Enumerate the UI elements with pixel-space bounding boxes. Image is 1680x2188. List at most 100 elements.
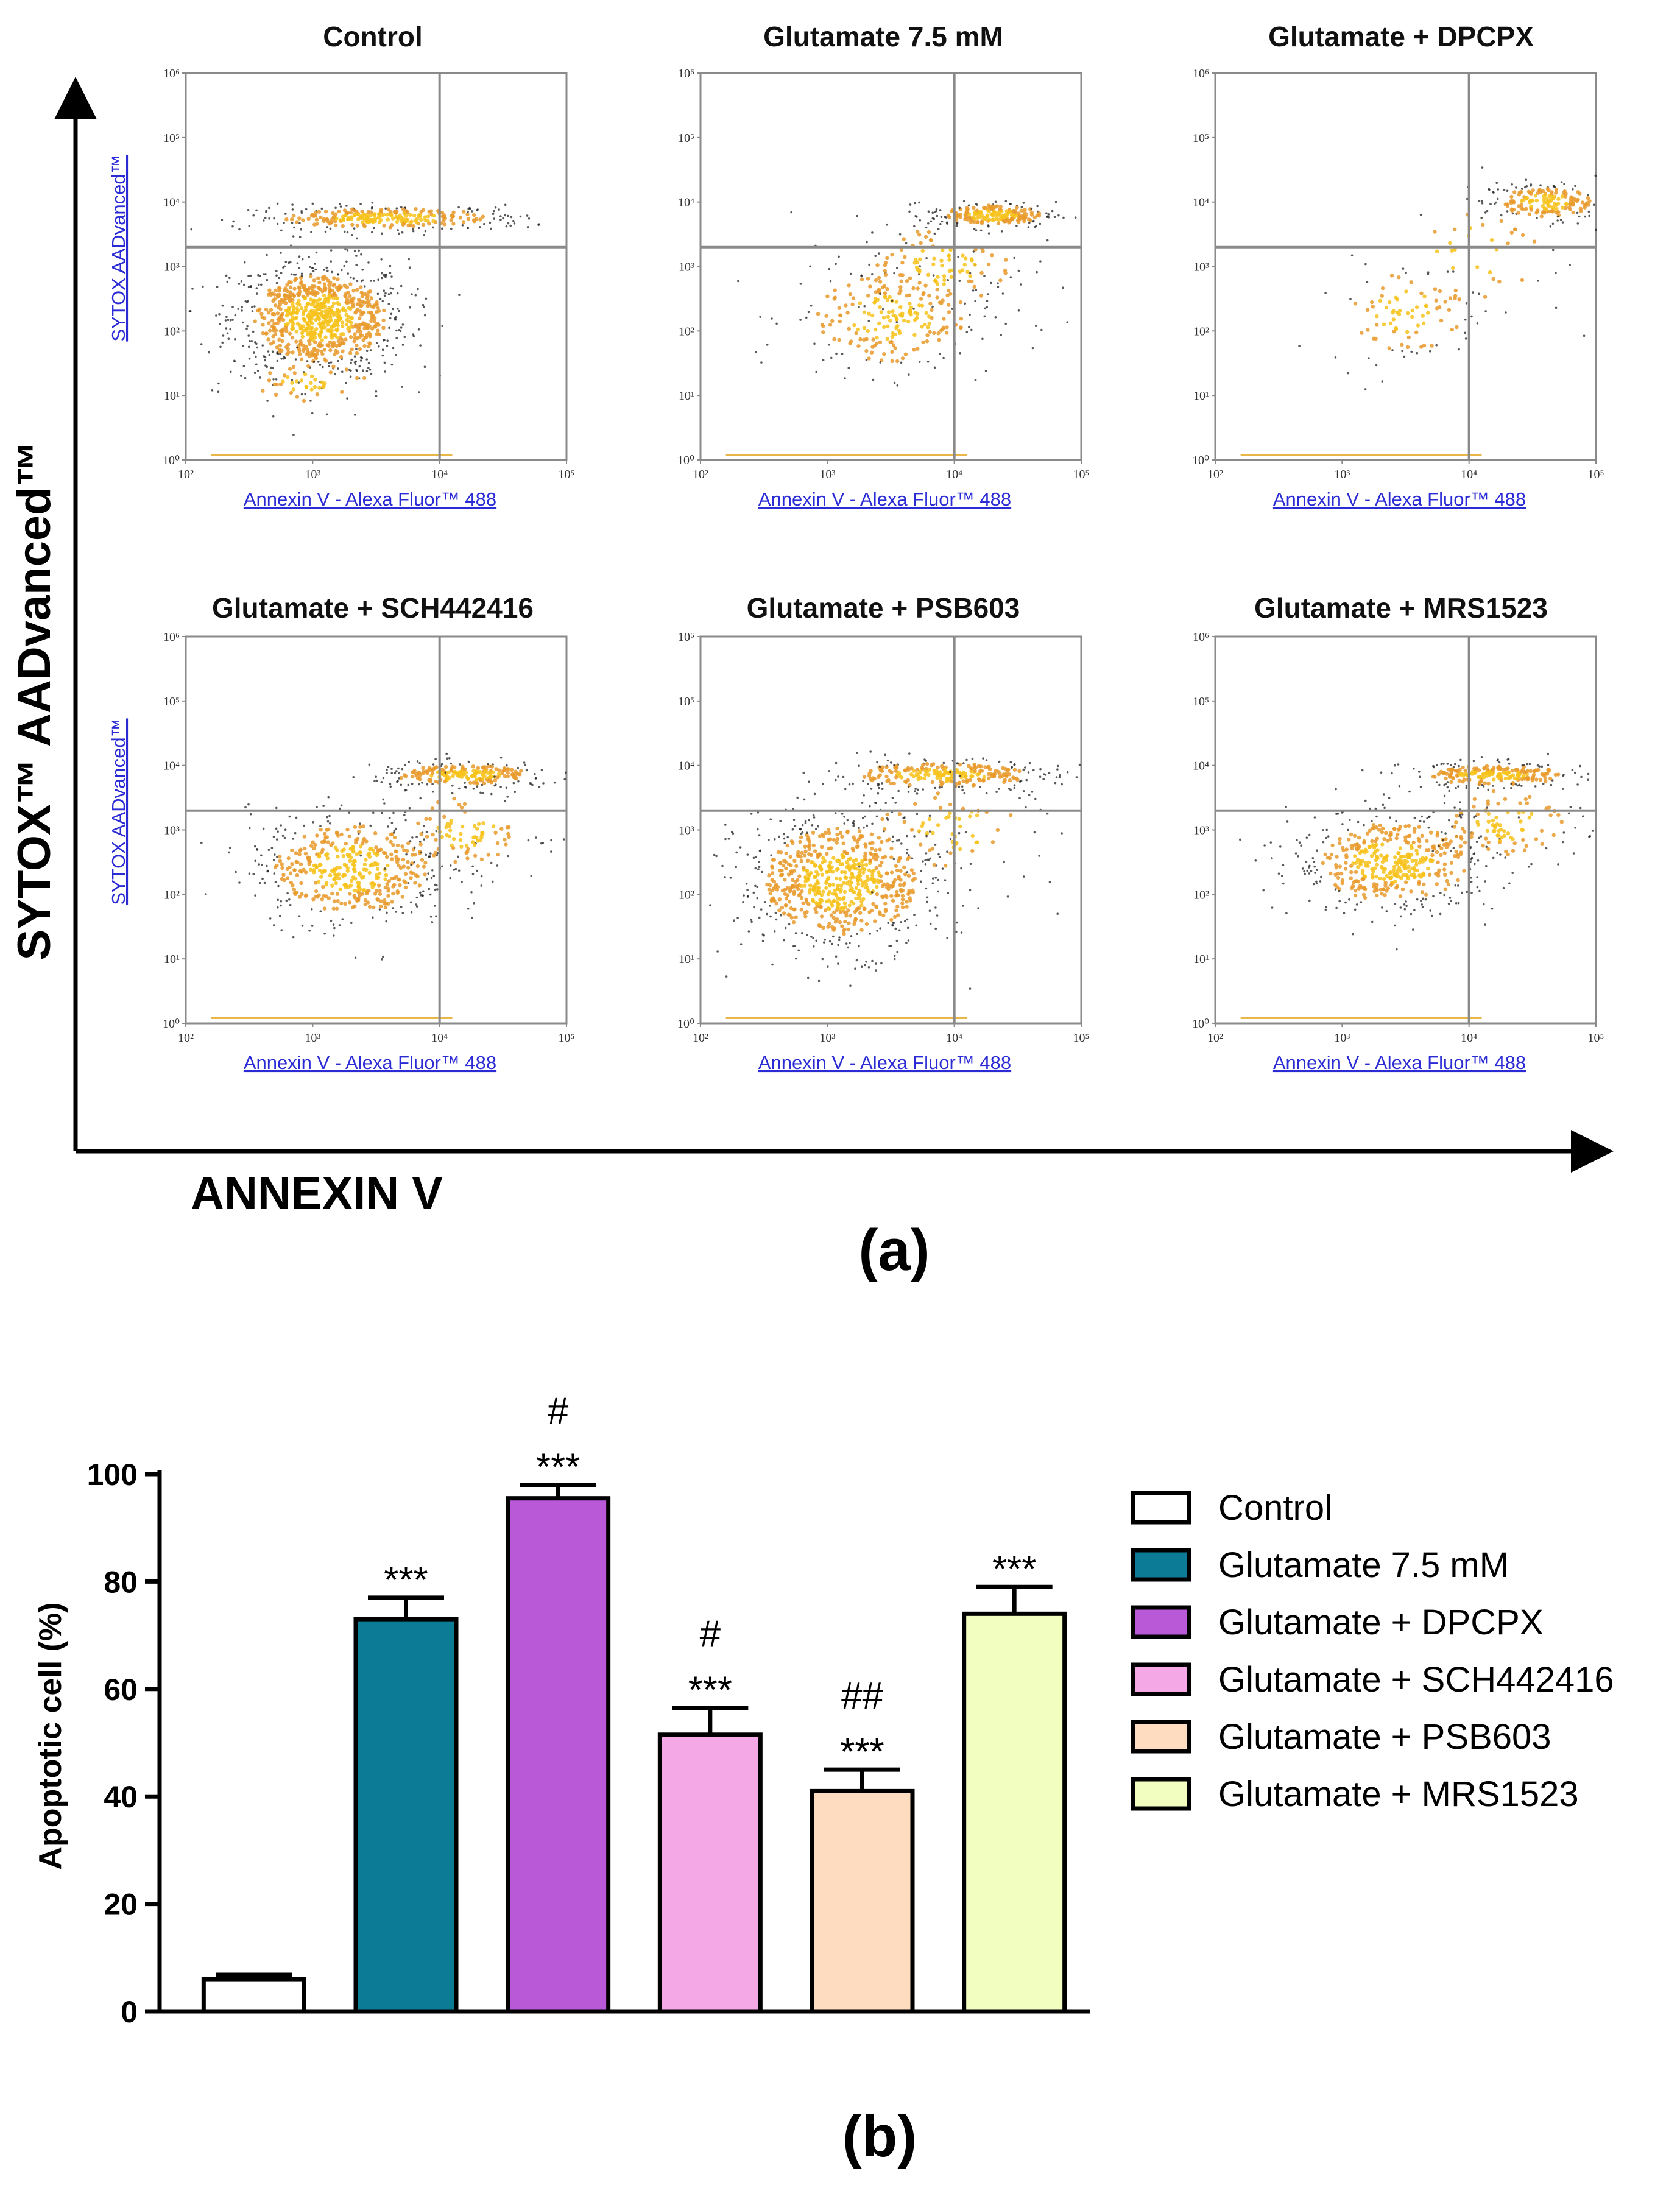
flow-event (1340, 881, 1344, 886)
flow-event (370, 372, 373, 375)
flow-event (1406, 877, 1411, 881)
flow-event (933, 217, 936, 221)
flow-event (1078, 763, 1081, 766)
flow-event (1394, 924, 1396, 927)
flow-event (311, 202, 314, 205)
flow-event (322, 348, 326, 352)
flow-event (1360, 901, 1363, 903)
flow-event (292, 868, 297, 872)
flow-event (1550, 210, 1555, 214)
flow-event (1500, 214, 1503, 217)
y-tick-label: 10³ (1193, 261, 1209, 274)
flow-event (286, 347, 290, 351)
flow-event (1529, 208, 1534, 212)
flow-event (1056, 764, 1059, 768)
flow-event (799, 908, 803, 912)
flow-event (892, 835, 894, 838)
flow-event (288, 815, 291, 818)
flow-event (1007, 221, 1011, 225)
flow-event (301, 925, 304, 927)
flow-event (294, 379, 299, 384)
flow-event (864, 882, 869, 887)
flow-event (1382, 870, 1386, 874)
flow-event (1017, 769, 1022, 774)
flow-event (1031, 791, 1034, 793)
flow-event (1399, 876, 1403, 880)
flow-event (932, 768, 936, 773)
flow-event (275, 838, 278, 841)
flow-event (794, 825, 797, 827)
x-tick-label: 10⁴ (946, 468, 962, 481)
flow-event (848, 292, 853, 297)
flow-event (1470, 315, 1473, 318)
flow-event (273, 872, 276, 875)
flow-event (964, 302, 966, 305)
flow-event (969, 863, 972, 865)
flow-event (386, 902, 390, 906)
flow-event (742, 901, 744, 903)
flow-event (883, 902, 888, 906)
flow-event (928, 814, 931, 817)
flow-event (847, 903, 852, 908)
flow-event (995, 828, 1000, 833)
flow-event (316, 286, 321, 290)
flow-event (1388, 833, 1392, 838)
flow-event (290, 217, 294, 222)
flow-event (947, 215, 951, 219)
flow-event (852, 890, 856, 895)
flow-event (893, 764, 895, 767)
flow-event (290, 848, 294, 853)
flow-event (345, 869, 350, 873)
flow-event (1056, 768, 1059, 771)
flow-event (883, 263, 888, 267)
flow-event (354, 363, 357, 365)
flow-event (480, 884, 483, 887)
flow-event (386, 772, 388, 774)
flow-event (947, 253, 951, 258)
flow-event (1014, 763, 1016, 766)
flow-event (1344, 847, 1349, 852)
flow-event (1403, 903, 1406, 906)
flow-event (399, 219, 403, 223)
flow-event (987, 209, 991, 214)
flow-event (565, 771, 567, 774)
flow-event (1595, 228, 1597, 231)
flow-event (425, 853, 428, 856)
flow-event (794, 915, 798, 919)
flow-event (1422, 294, 1427, 298)
flow-event (294, 831, 297, 835)
flow-plot: Glutamate + PSB60310⁰10¹10²10³10⁴10⁵10⁶1… (677, 592, 1090, 1073)
flow-event (202, 285, 204, 288)
flow-event (395, 337, 398, 339)
flow-event (355, 360, 358, 363)
flow-event (272, 367, 274, 369)
flow-event (1334, 356, 1337, 359)
flow-event (1426, 817, 1428, 820)
flow-event (1338, 889, 1341, 892)
flow-event (881, 895, 885, 900)
flow-event (311, 925, 314, 927)
flow-event (836, 904, 840, 909)
flow-event (846, 819, 849, 822)
flow-event (291, 350, 295, 355)
flow-event (251, 306, 253, 309)
flow-event (295, 891, 299, 895)
flow-event (1378, 823, 1383, 828)
flow-event (780, 906, 785, 910)
flow-event (852, 922, 856, 926)
flow-event (1370, 300, 1374, 305)
flow-event (328, 221, 333, 225)
flow-event (280, 358, 283, 360)
flow-event (382, 777, 385, 780)
flow-event (873, 300, 877, 304)
flow-event (1586, 196, 1590, 200)
flow-event (1386, 839, 1390, 843)
flow-event (1388, 321, 1393, 325)
flow-event (946, 937, 948, 939)
flow-event (338, 887, 342, 892)
flow-event (535, 836, 537, 839)
flow-event (851, 901, 856, 906)
flow-event (897, 789, 900, 792)
flow-event (841, 353, 844, 355)
flow-event (1560, 205, 1565, 210)
